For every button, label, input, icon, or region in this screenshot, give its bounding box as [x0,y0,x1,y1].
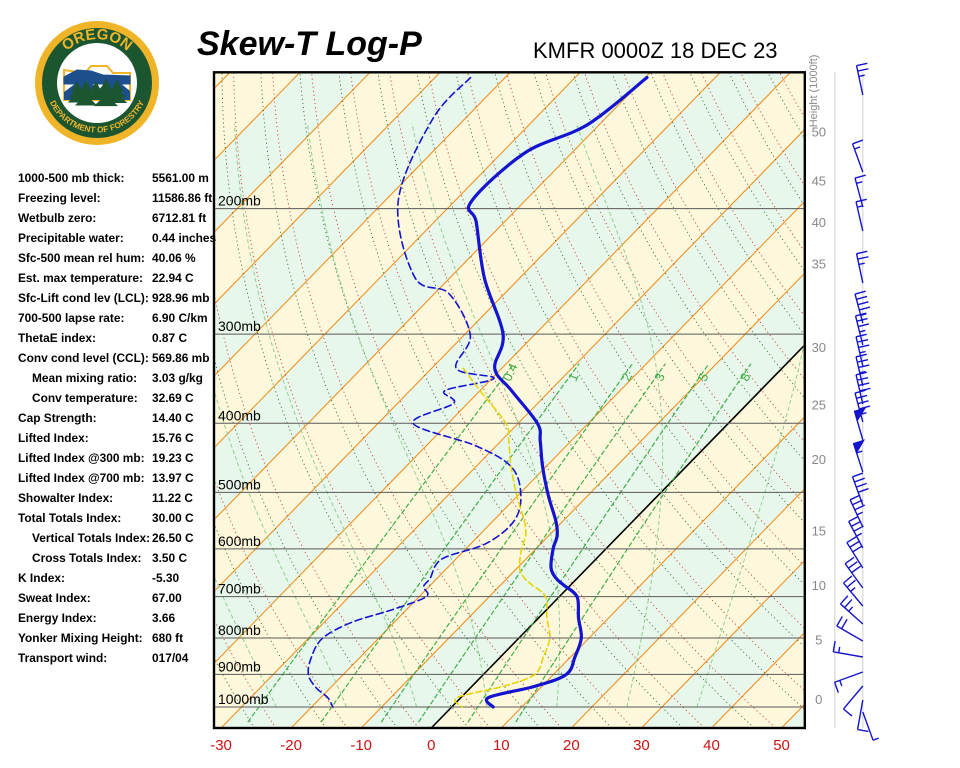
svg-text:40: 40 [812,215,826,230]
svg-text:0: 0 [427,737,435,754]
svg-text:700mb: 700mb [218,581,261,597]
svg-text:800mb: 800mb [218,622,261,638]
svg-text:300mb: 300mb [218,318,261,334]
svg-text:200mb: 200mb [218,193,261,209]
svg-text:40: 40 [703,737,720,754]
svg-text:20: 20 [812,452,826,467]
svg-text:0: 0 [815,692,822,707]
svg-text:Height (1000ft): Height (1000ft) [808,55,820,128]
svg-text:10: 10 [493,737,510,754]
svg-text:400mb: 400mb [218,407,261,423]
svg-text:-20: -20 [280,737,302,754]
svg-text:35: 35 [812,257,826,272]
svg-text:15: 15 [812,523,826,538]
svg-text:-10: -10 [350,737,372,754]
svg-text:10: 10 [812,578,826,593]
svg-text:500mb: 500mb [218,476,261,492]
svg-text:900mb: 900mb [218,658,261,674]
svg-text:1000mb: 1000mb [218,691,269,707]
svg-text:30: 30 [633,737,650,754]
svg-text:50: 50 [773,737,790,754]
svg-text:20: 20 [563,737,580,754]
svg-text:600mb: 600mb [218,533,261,549]
svg-text:45: 45 [812,173,826,188]
svg-text:-30: -30 [210,737,232,754]
svg-text:5: 5 [815,633,822,648]
svg-text:30: 30 [812,340,826,355]
svg-text:25: 25 [812,398,826,413]
